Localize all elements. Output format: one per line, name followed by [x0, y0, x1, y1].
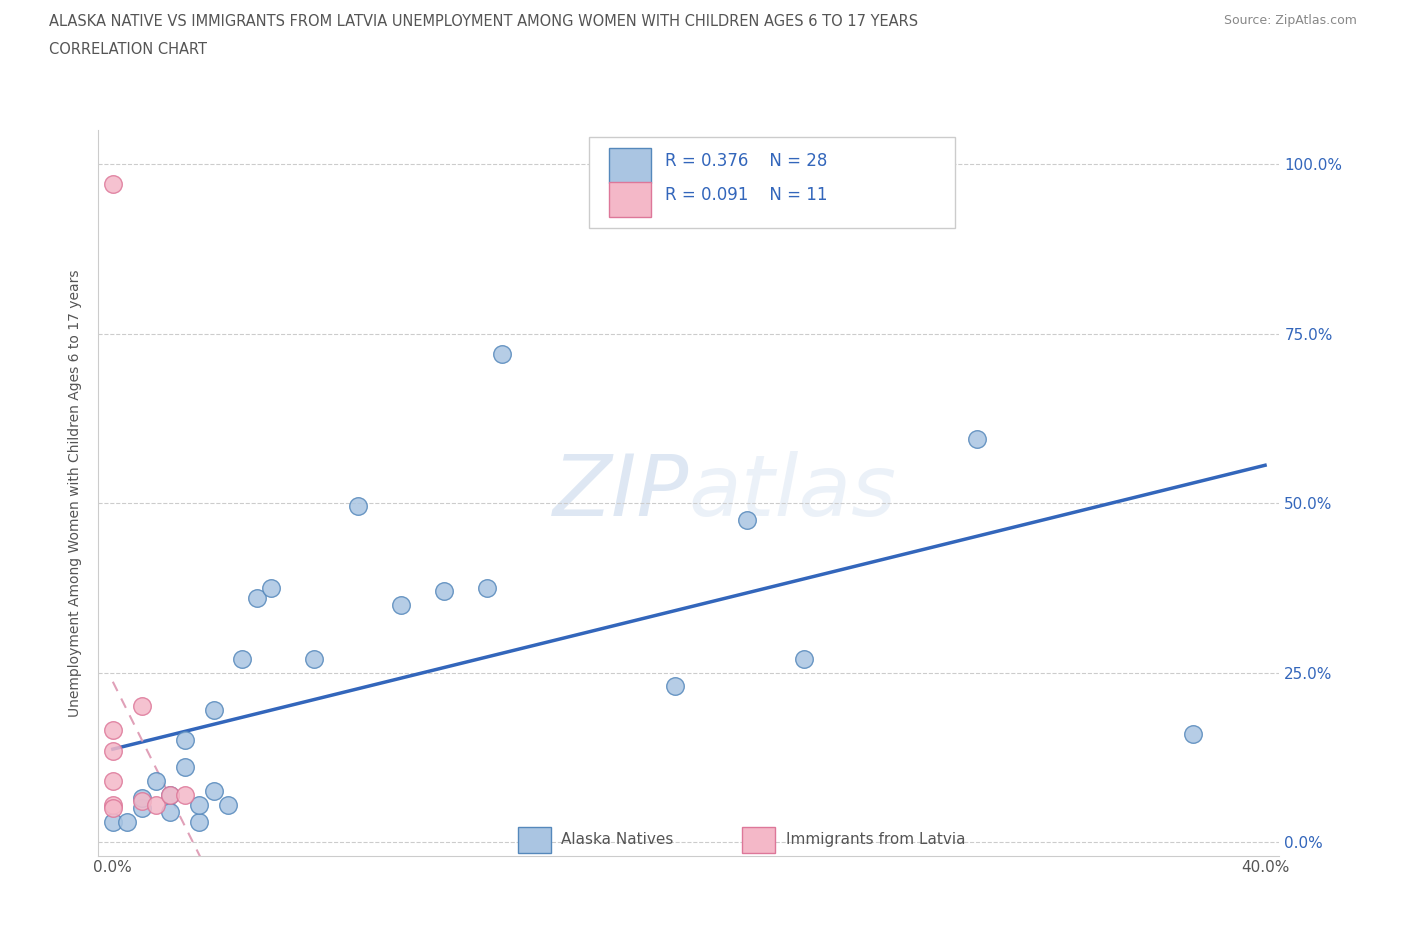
- Point: [101, 723, 124, 737]
- Point: [433, 584, 456, 599]
- Point: [260, 580, 283, 595]
- Point: [389, 597, 412, 612]
- FancyBboxPatch shape: [742, 828, 775, 853]
- Point: [346, 499, 368, 514]
- Point: [101, 801, 124, 816]
- Point: [131, 790, 153, 805]
- Point: [101, 797, 124, 812]
- Point: [101, 177, 124, 192]
- Point: [1182, 726, 1205, 741]
- Point: [304, 652, 326, 667]
- Point: [188, 815, 211, 830]
- Point: [115, 815, 138, 830]
- Point: [131, 801, 153, 816]
- Point: [159, 804, 181, 819]
- FancyBboxPatch shape: [609, 182, 651, 218]
- Text: ZIP: ZIP: [553, 451, 689, 535]
- Point: [491, 347, 513, 362]
- FancyBboxPatch shape: [517, 828, 551, 853]
- Point: [202, 784, 225, 799]
- Y-axis label: Unemployment Among Women with Children Ages 6 to 17 years: Unemployment Among Women with Children A…: [69, 269, 83, 717]
- Point: [159, 787, 181, 802]
- Point: [188, 797, 211, 812]
- Point: [246, 591, 269, 605]
- Point: [131, 794, 153, 809]
- Point: [793, 652, 815, 667]
- Point: [735, 512, 758, 527]
- Point: [173, 733, 195, 748]
- Text: Alaska Natives: Alaska Natives: [561, 832, 673, 847]
- Point: [477, 580, 499, 595]
- Text: R = 0.376    N = 28: R = 0.376 N = 28: [665, 153, 828, 170]
- FancyBboxPatch shape: [589, 138, 955, 228]
- Point: [145, 774, 167, 789]
- Point: [145, 797, 167, 812]
- Point: [101, 743, 124, 758]
- Point: [231, 652, 253, 667]
- Point: [101, 774, 124, 789]
- Point: [173, 787, 195, 802]
- Point: [966, 432, 988, 446]
- Text: CORRELATION CHART: CORRELATION CHART: [49, 42, 207, 57]
- Text: R = 0.091    N = 11: R = 0.091 N = 11: [665, 187, 828, 205]
- Point: [101, 815, 124, 830]
- Point: [217, 797, 239, 812]
- Point: [664, 679, 686, 694]
- FancyBboxPatch shape: [609, 149, 651, 183]
- Text: Immigrants from Latvia: Immigrants from Latvia: [786, 832, 966, 847]
- Point: [202, 702, 225, 717]
- Point: [173, 760, 195, 775]
- Text: Source: ZipAtlas.com: Source: ZipAtlas.com: [1223, 14, 1357, 27]
- Text: atlas: atlas: [689, 451, 897, 535]
- Point: [131, 699, 153, 714]
- Point: [159, 787, 181, 802]
- Text: ALASKA NATIVE VS IMMIGRANTS FROM LATVIA UNEMPLOYMENT AMONG WOMEN WITH CHILDREN A: ALASKA NATIVE VS IMMIGRANTS FROM LATVIA …: [49, 14, 918, 29]
